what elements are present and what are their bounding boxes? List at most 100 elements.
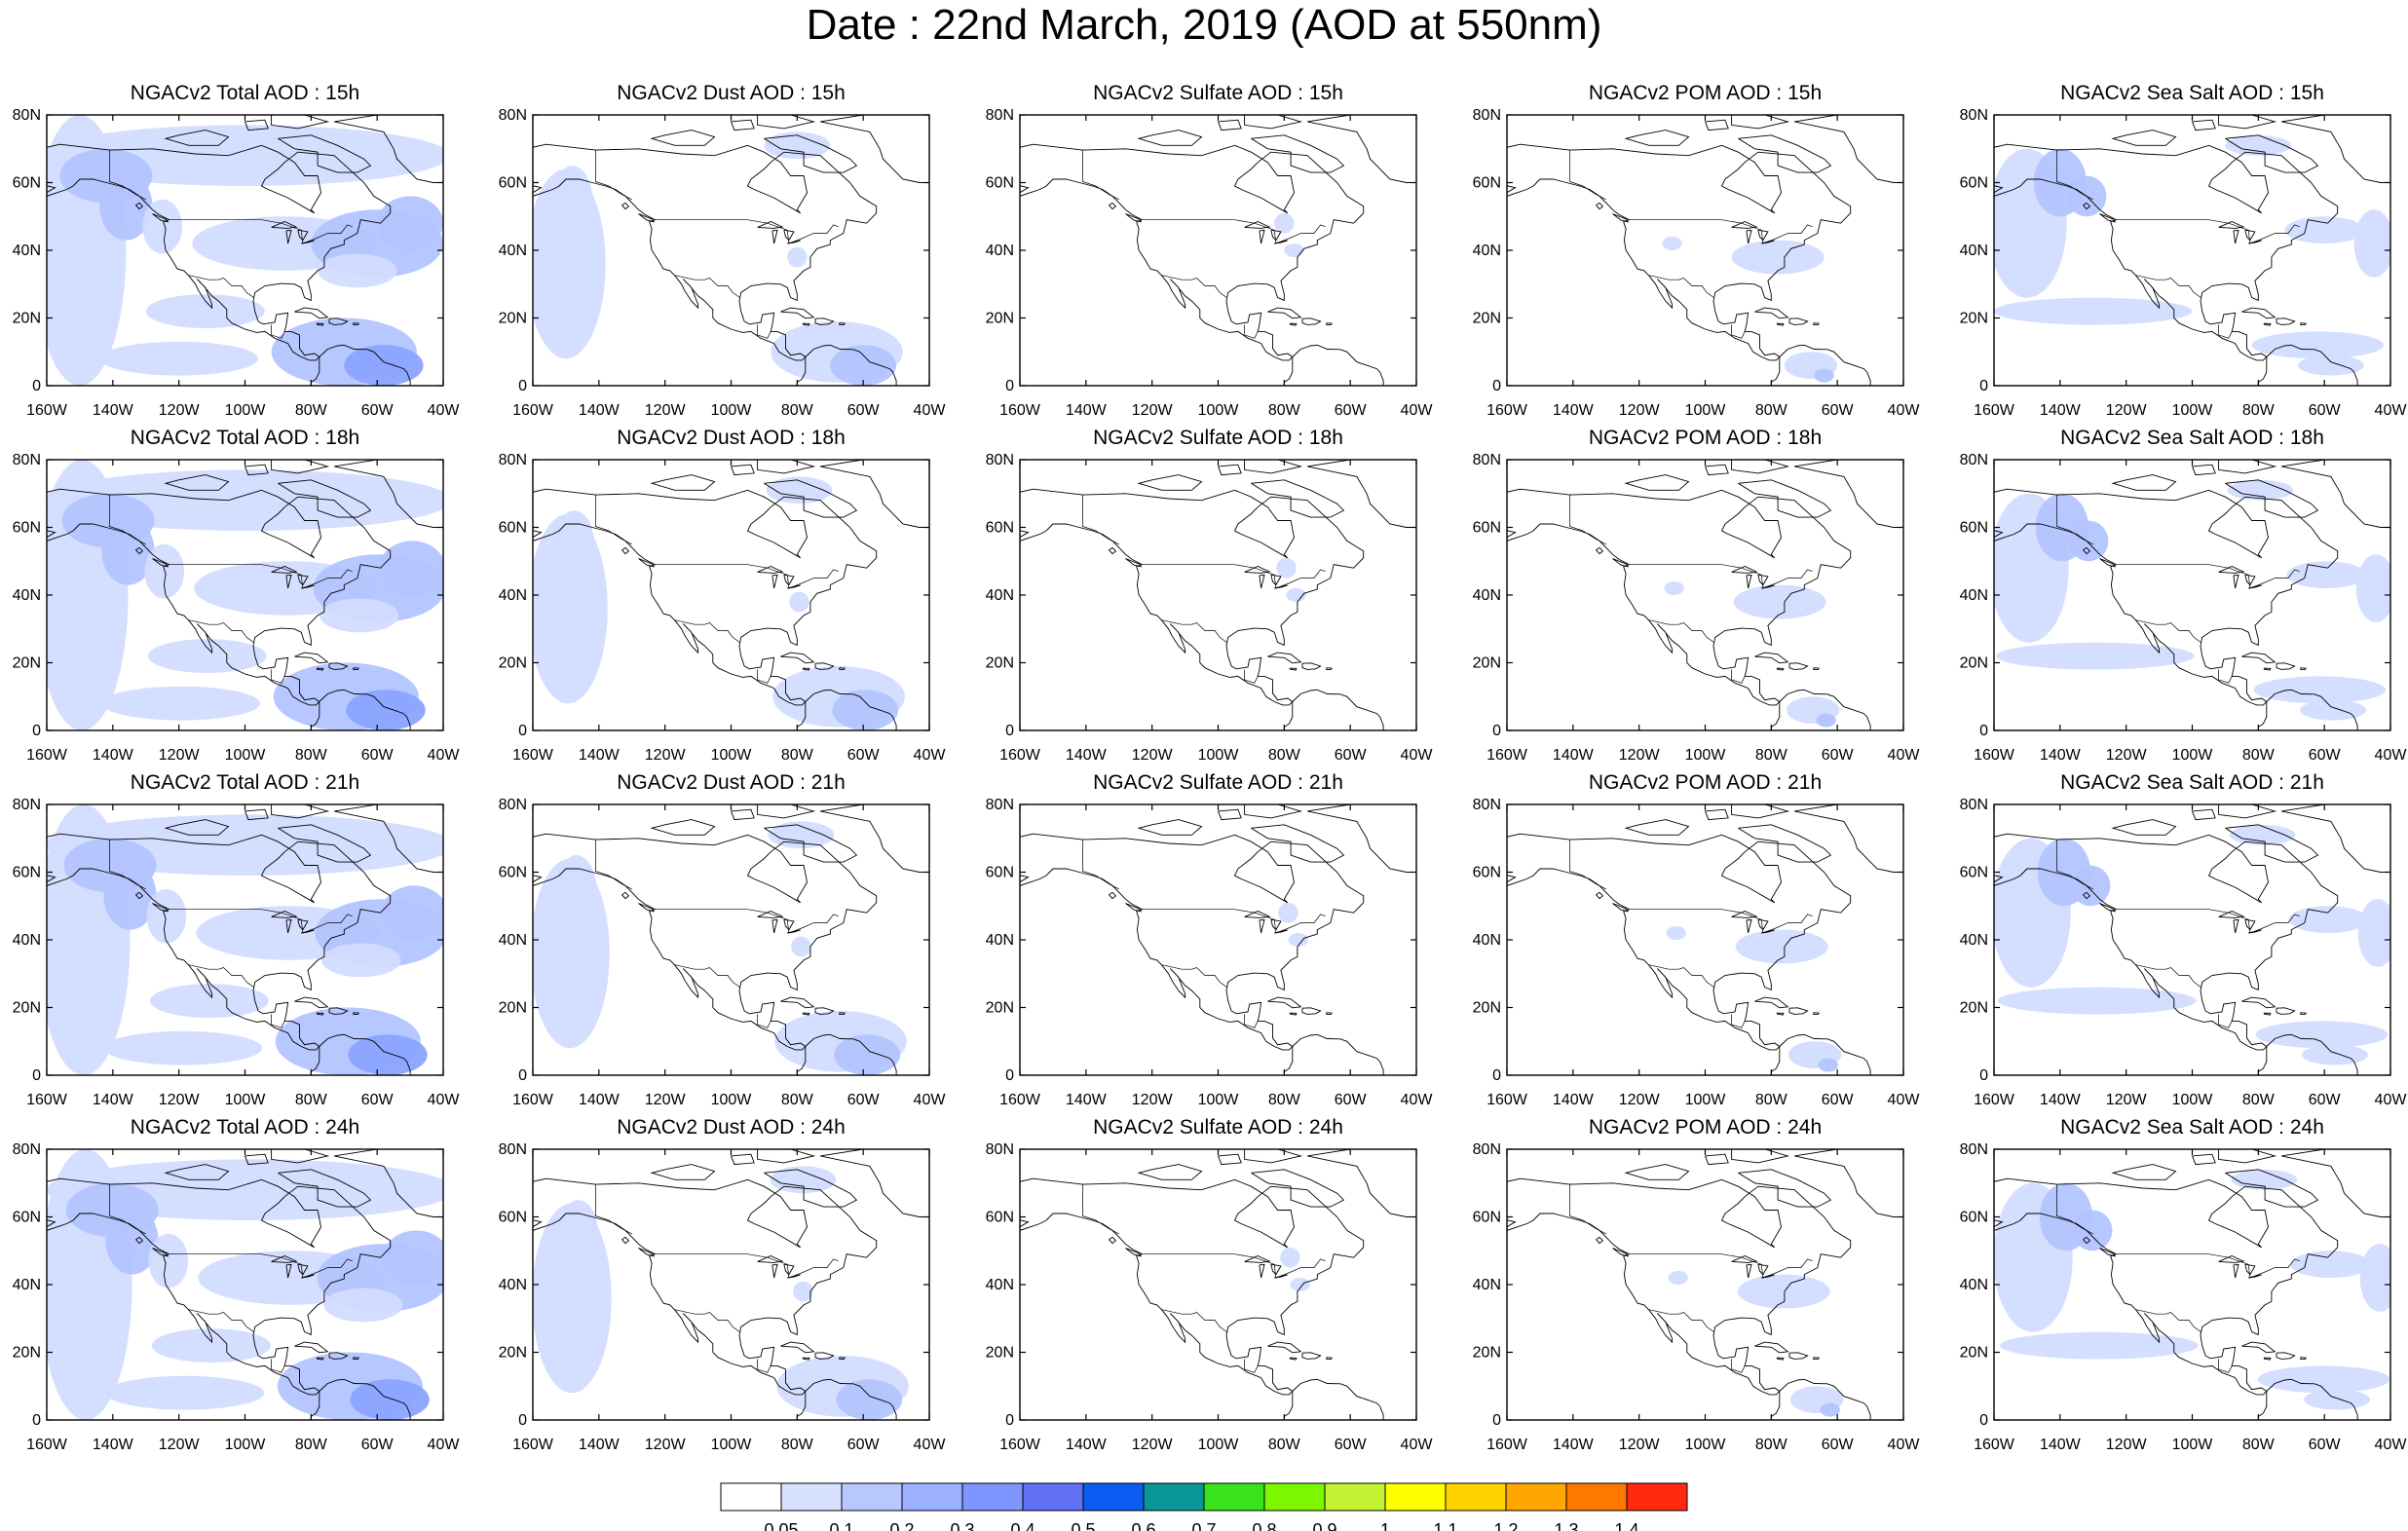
- lat-tick-label: 40N: [13, 1277, 41, 1293]
- aod-contour-fill: [148, 1233, 189, 1288]
- lon-tick-label: 100W: [1685, 1092, 1727, 1108]
- lon-tick-label: 100W: [225, 402, 267, 419]
- coastlines: [1507, 1149, 1903, 1420]
- lon-tick-label: 100W: [2172, 1437, 2214, 1453]
- lat-tick-label: 80N: [499, 797, 527, 813]
- lat-tick-label: 60N: [13, 175, 41, 192]
- colorbar-label: 1: [1380, 1520, 1390, 1531]
- lon-tick-label: 60W: [847, 747, 881, 764]
- lat-tick-label: 20N: [499, 1000, 527, 1017]
- map-plot: 80N 60N 40N 20N 0 160W 140W 120W 100W 80W 60W 40W: [1960, 797, 2408, 1108]
- lat-tick-label: 0: [1005, 1067, 1014, 1084]
- lon-tick-label: 140W: [579, 1092, 621, 1108]
- aod-contour-fill: [2288, 906, 2368, 934]
- lat-tick-label: 60N: [1473, 175, 1501, 192]
- lon-tick-label: 140W: [2040, 1092, 2082, 1108]
- lat-tick-label: 20N: [1960, 311, 1988, 327]
- lon-tick-label: 140W: [1066, 747, 1108, 764]
- lon-tick-label: 40W: [1401, 402, 1434, 419]
- aod-field: [1276, 557, 1306, 602]
- lat-tick-label: 0: [518, 1067, 527, 1084]
- lon-tick-label: 140W: [1553, 402, 1595, 419]
- lat-tick-label: 80N: [1473, 797, 1501, 813]
- aod-contour-fill: [1290, 1278, 1310, 1291]
- aod-contour-fill: [2284, 216, 2364, 244]
- lat-tick-label: 20N: [13, 311, 41, 327]
- lon-tick-label: 140W: [93, 1437, 134, 1453]
- aod-contour-fill: [1735, 929, 1828, 964]
- coastlines: [1507, 115, 1903, 386]
- lon-tick-label: 120W: [2106, 747, 2148, 764]
- lat-tick-label: 60N: [1960, 520, 1988, 537]
- aod-contour-fill: [99, 341, 259, 376]
- lat-tick-label: 0: [32, 1067, 41, 1084]
- aod-map-panel: NGACv2 Sea Salt AOD : 18h 80N 60N 40N 20N 0 16…: [1945, 427, 2408, 766]
- coastlines: [1994, 460, 2390, 730]
- lon-tick-label: 60W: [2309, 1092, 2342, 1108]
- aod-contour-fill: [344, 345, 424, 386]
- lat-tick-label: 60N: [1960, 1210, 1988, 1226]
- aod-field: [533, 1166, 909, 1420]
- lon-tick-label: 60W: [847, 402, 881, 419]
- lon-tick-label: 120W: [1619, 1437, 1661, 1453]
- lon-tick-label: 60W: [361, 402, 395, 419]
- lat-tick-label: 40N: [1473, 587, 1501, 604]
- lon-tick-label: 80W: [2242, 402, 2276, 419]
- aod-field: [1668, 1271, 1844, 1417]
- lat-tick-label: 40N: [13, 932, 41, 949]
- lat-tick-label: 80N: [13, 107, 41, 124]
- map-plot: 80N 60N 40N 20N 0 160W 140W 120W 100W 80W 60W 40W: [1473, 452, 1921, 764]
- lat-tick-label: 0: [1979, 723, 1988, 739]
- aod-contour-fill: [1737, 1274, 1830, 1309]
- lat-tick-label: 0: [1979, 378, 1988, 394]
- lon-tick-label: 60W: [1335, 1092, 1368, 1108]
- colorbar-swatch: [1445, 1482, 1507, 1512]
- lon-tick-label: 140W: [1553, 1092, 1595, 1108]
- lat-tick-label: 80N: [1473, 107, 1501, 124]
- lon-tick-label: 140W: [2040, 402, 2082, 419]
- lon-tick-label: 60W: [1335, 402, 1368, 419]
- aod-map-panel: NGACv2 Sulfate AOD : 24h 80N 60N 40N 20N 0 160…: [971, 1116, 1465, 1455]
- lon-tick-label: 160W: [512, 402, 554, 419]
- aod-map-panel: NGACv2 Total AOD : 21h 80N 60N 40N 20N 0 160W 1…: [0, 771, 492, 1110]
- aod-contour-fill: [1820, 1402, 1840, 1417]
- aod-contour-fill: [2298, 355, 2364, 376]
- lon-tick-label: 40W: [1888, 747, 1921, 764]
- colorbar-label: 0.8: [1252, 1520, 1276, 1531]
- aod-contour-fill: [1274, 212, 1295, 234]
- lon-tick-label: 60W: [2309, 402, 2342, 419]
- lat-tick-label: 0: [1005, 723, 1014, 739]
- lon-tick-label: 120W: [1619, 1092, 1661, 1108]
- aod-contour-fill: [2000, 1331, 2199, 1360]
- lon-tick-label: 120W: [159, 1092, 201, 1108]
- lon-tick-label: 60W: [2309, 1437, 2342, 1453]
- map-plot: 80N 60N 40N 20N 0 160W 140W 120W 100W 80W 60W 40W: [1960, 452, 2408, 764]
- colorbar-swatch: [1505, 1482, 1567, 1512]
- aod-contour-fill: [2068, 520, 2109, 562]
- lon-tick-label: 60W: [1822, 1437, 1855, 1453]
- colorbar-swatch: [1143, 1482, 1205, 1512]
- lon-tick-label: 140W: [2040, 1437, 2082, 1453]
- lon-tick-label: 160W: [999, 1437, 1041, 1453]
- lon-tick-label: 160W: [1486, 1437, 1528, 1453]
- lat-tick-label: 40N: [499, 587, 527, 604]
- lon-tick-label: 120W: [159, 747, 201, 764]
- aod-contour-fill: [318, 253, 397, 288]
- lon-tick-label: 160W: [26, 1092, 68, 1108]
- lat-tick-label: 80N: [499, 452, 527, 468]
- lon-tick-label: 160W: [512, 1092, 554, 1108]
- lon-tick-label: 100W: [1685, 1437, 1727, 1453]
- lon-tick-label: 120W: [1132, 1437, 1174, 1453]
- aod-contour-fill: [2070, 865, 2111, 907]
- panel-title: NGACv2 Sulfate AOD : 18h: [1093, 427, 1343, 449]
- aod-contour-fill: [1278, 902, 1298, 923]
- aod-contour-fill: [2231, 1169, 2298, 1190]
- lon-tick-label: 120W: [1619, 402, 1661, 419]
- map-plot: 80N 60N 40N 20N 0 160W 140W 120W 100W 80W 60W 40W: [1960, 107, 2408, 419]
- aod-field: [47, 1149, 443, 1420]
- lat-tick-label: 80N: [1473, 1141, 1501, 1158]
- coastlines: [47, 1149, 443, 1420]
- map-plot: 80N 60N 40N 20N 0 160W 140W 120W 100W 80W 60W 40W: [499, 1141, 947, 1453]
- colorbar-swatch: [780, 1482, 843, 1512]
- aod-map-panel: NGACv2 Dust AOD : 21h 80N 60N 40N 20N 0 160W 14…: [484, 771, 978, 1110]
